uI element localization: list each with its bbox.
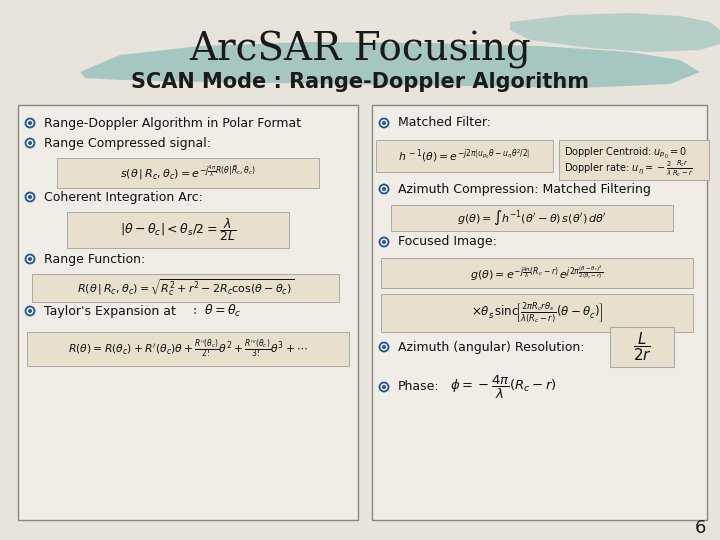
Circle shape: [28, 195, 32, 199]
FancyBboxPatch shape: [57, 158, 319, 188]
Text: $R(\theta)=R(\theta_c)+R'(\theta_c)\theta+\frac{R''(\theta_c)}{2!}\theta^2+\frac: $R(\theta)=R(\theta_c)+R'(\theta_c)\thet…: [68, 338, 308, 360]
FancyBboxPatch shape: [376, 140, 553, 172]
Text: $\dfrac{L}{2r}$: $\dfrac{L}{2r}$: [633, 330, 652, 363]
Text: $g(\theta)=\int h^{-1}(\theta'-\theta)\,s(\theta')\,d\theta'$: $g(\theta)=\int h^{-1}(\theta'-\theta)\,…: [457, 209, 607, 227]
Text: Azimuth (angular) Resolution:: Azimuth (angular) Resolution:: [398, 341, 585, 354]
Text: $\phi=-\dfrac{4\pi}{\lambda}(R_c-r)$: $\phi=-\dfrac{4\pi}{\lambda}(R_c-r)$: [450, 374, 557, 401]
FancyBboxPatch shape: [18, 105, 358, 520]
Circle shape: [382, 121, 386, 125]
Text: Range Compressed signal:: Range Compressed signal:: [44, 137, 211, 150]
Text: 6: 6: [694, 519, 706, 537]
Circle shape: [382, 385, 386, 389]
Text: Coherent Integration Arc:: Coherent Integration Arc:: [44, 191, 203, 204]
Text: Azimuth Compression: Matched Filtering: Azimuth Compression: Matched Filtering: [398, 183, 651, 195]
Text: Doppler Centroid: $u_{p_0}=0$: Doppler Centroid: $u_{p_0}=0$: [564, 146, 688, 160]
FancyBboxPatch shape: [610, 327, 674, 367]
FancyBboxPatch shape: [27, 332, 349, 366]
FancyBboxPatch shape: [559, 140, 709, 180]
FancyBboxPatch shape: [391, 205, 673, 231]
FancyBboxPatch shape: [67, 212, 289, 248]
Circle shape: [382, 187, 386, 191]
Circle shape: [382, 240, 386, 244]
Polygon shape: [510, 13, 720, 52]
Circle shape: [28, 121, 32, 125]
Circle shape: [28, 141, 32, 145]
Polygon shape: [80, 42, 700, 88]
Text: Doppler rate: $u_\eta=-\frac{2}{\lambda}\frac{R_c r}{R_c-r}$: Doppler rate: $u_\eta=-\frac{2}{\lambda}…: [564, 159, 693, 179]
Text: Matched Filter:: Matched Filter:: [398, 117, 491, 130]
Text: $s(\theta\,|\,R_c,\theta_c)=e^{-j\frac{4\pi}{\lambda}R(\theta|\vec{R}_c,\theta_c: $s(\theta\,|\,R_c,\theta_c)=e^{-j\frac{4…: [120, 164, 256, 183]
FancyBboxPatch shape: [372, 105, 707, 520]
Text: $\times\theta_s\,\mathrm{sinc}\!\left[\frac{2\pi R_c r\theta_s}{\lambda(R_c-r)}(: $\times\theta_s\,\mathrm{sinc}\!\left[\f…: [471, 300, 603, 326]
Circle shape: [382, 345, 386, 349]
Text: SCAN Mode : Range-Doppler Algorithm: SCAN Mode : Range-Doppler Algorithm: [131, 72, 589, 92]
FancyBboxPatch shape: [32, 274, 339, 302]
Text: Taylor's Expansion at: Taylor's Expansion at: [44, 305, 176, 318]
Text: :  $\theta = \theta_c$: : $\theta = \theta_c$: [192, 303, 241, 319]
Text: $h^{\,-1}(\theta)=e^{-j2\pi\left[u_{p_0}\theta-u_\eta\theta^2/2\right]}$: $h^{\,-1}(\theta)=e^{-j2\pi\left[u_{p_0}…: [398, 148, 531, 164]
Text: Range-Doppler Algorithm in Polar Format: Range-Doppler Algorithm in Polar Format: [44, 117, 301, 130]
FancyBboxPatch shape: [381, 294, 693, 332]
Text: Focused Image:: Focused Image:: [398, 235, 497, 248]
Text: Phase:: Phase:: [398, 381, 440, 394]
Text: $g(\theta)=e^{-j\frac{4\pi}{\lambda}(R_c-r)}\,e^{j2\pi\frac{(\theta-\theta_c)^2}: $g(\theta)=e^{-j\frac{4\pi}{\lambda}(R_c…: [470, 263, 603, 283]
Circle shape: [28, 309, 32, 313]
Text: $|\theta-\theta_c|<\theta_s/2=\dfrac{\lambda}{2L}$: $|\theta-\theta_c|<\theta_s/2=\dfrac{\la…: [120, 217, 236, 244]
FancyBboxPatch shape: [381, 258, 693, 288]
Text: ArcSAR Focusing: ArcSAR Focusing: [189, 31, 531, 69]
Text: Range Function:: Range Function:: [44, 253, 145, 266]
Text: $R(\theta\,|\,R_c,\theta_c)=\sqrt{R_c^2+r^2-2R_c\cos(\theta-\theta_c)}$: $R(\theta\,|\,R_c,\theta_c)=\sqrt{R_c^2+…: [77, 278, 294, 298]
Circle shape: [28, 257, 32, 261]
